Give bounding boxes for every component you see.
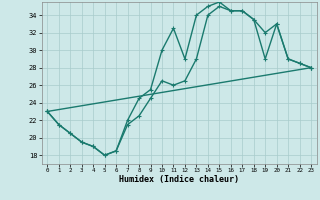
X-axis label: Humidex (Indice chaleur): Humidex (Indice chaleur) (119, 175, 239, 184)
